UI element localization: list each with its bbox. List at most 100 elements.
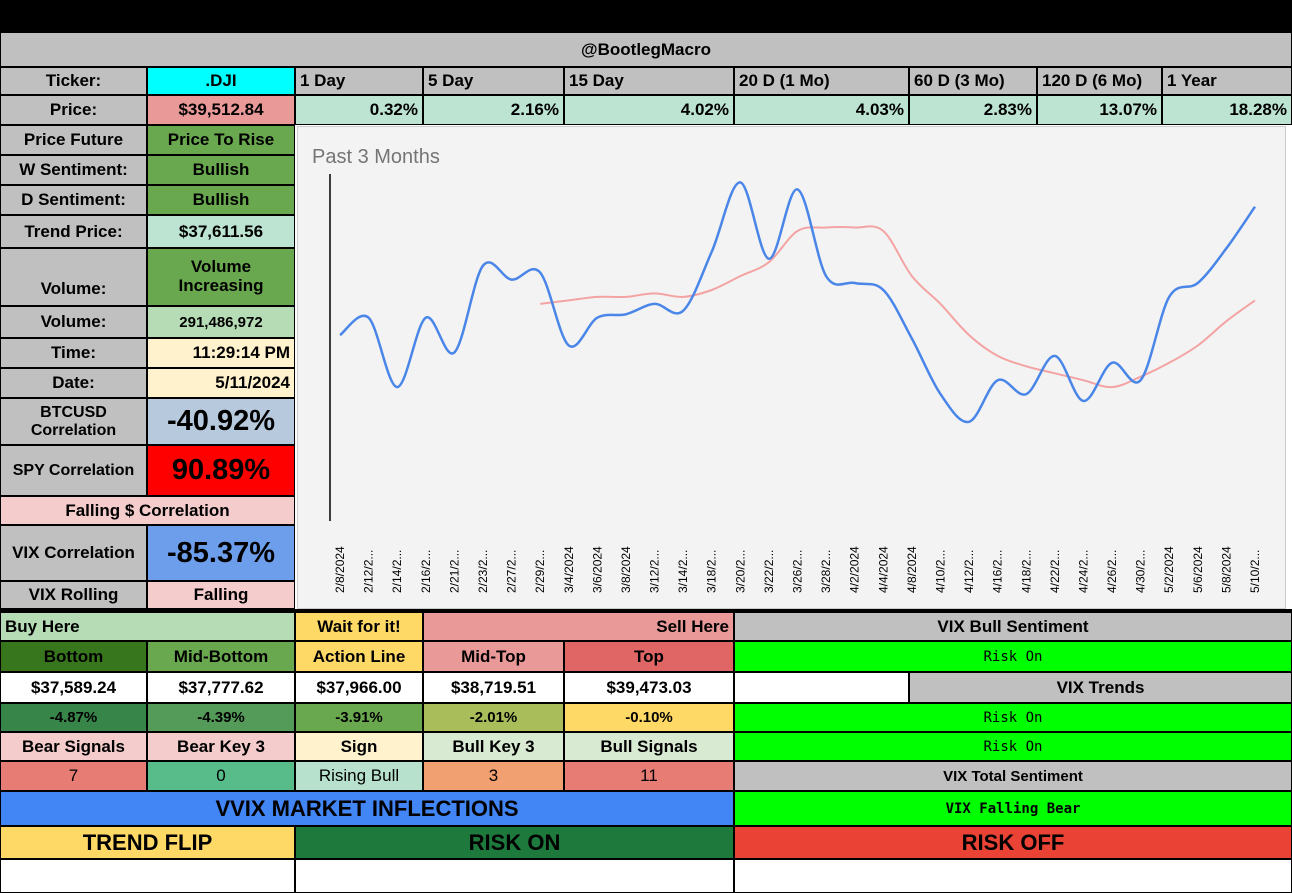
date-label: Date: [0,368,147,398]
level-price-mid-bottom: $37,777.62 [147,672,295,703]
signal-value-bull-key-3: 3 [423,761,564,791]
w-sentiment-label: W Sentiment: [0,155,147,185]
d-sentiment-label: D Sentiment: [0,185,147,215]
x-tick-label: 2/8/2024 [333,546,347,593]
x-tick-label: 4/22/2... [1048,550,1062,593]
vix-correlation-label: VIX Correlation [0,525,147,581]
level-header-mid-bottom: Mid-Bottom [147,641,295,672]
period-change-1d: 0.32% [295,95,423,125]
level-price-top: $39,473.03 [564,672,734,703]
trend-flip-cell [0,859,295,893]
x-tick-label: 3/18/2... [705,550,719,593]
x-tick-label: 2/29/2... [533,550,547,593]
x-tick-label: 3/12/2... [648,550,662,593]
level-header-action-line: Action Line [295,641,423,672]
period-label-20d: 20 D (1 Mo) [734,67,909,95]
volume-trend-value: Volume Increasing [147,248,295,306]
level-pct-mid-bottom: -4.39% [147,703,295,732]
vix-blank-cell [734,672,909,703]
period-label-120d: 120 D (6 Mo) [1037,67,1162,95]
x-tick-label: 2/27/2... [505,550,519,593]
signal-value-bull-signals: 11 [564,761,734,791]
level-pct-bottom: -4.87% [0,703,147,732]
level-header-top: Top [564,641,734,672]
date-value: 5/11/2024 [147,368,295,398]
level-price-mid-top: $38,719.51 [423,672,564,703]
x-tick-label: 5/6/2024 [1191,546,1205,593]
x-tick-label: 2/23/2... [476,550,490,593]
signal-header-bull-key-3: Bull Key 3 [423,732,564,761]
signal-header-bear-key-3: Bear Key 3 [147,732,295,761]
price-future-label: Price Future [0,125,147,155]
wait-label: Wait for it! [295,612,423,641]
x-tick-label: 2/16/2... [419,550,433,593]
d-sentiment-value: Bullish [147,185,295,215]
x-tick-label: 5/2/2024 [1162,546,1176,593]
x-tick-label: 3/8/2024 [619,546,633,593]
period-change-20d: 4.03% [734,95,909,125]
x-tick-label: 3/22/2... [762,550,776,593]
vix-bull-sentiment-label: VIX Bull Sentiment [734,612,1292,641]
level-pct-mid-top: -2.01% [423,703,564,732]
level-pct-action-line: -3.91% [295,703,423,732]
period-label-1y: 1 Year [1162,67,1292,95]
risk-off-label: RISK OFF [734,826,1292,859]
chart-title: Past 3 Months [312,146,440,168]
x-tick-label: 2/14/2... [390,550,404,593]
x-tick-label: 3/28/2... [819,550,833,593]
period-change-120d: 13.07% [1037,95,1162,125]
trend-price-label: Trend Price: [0,215,147,248]
volume-label: Volume: [0,306,147,338]
btc-correlation-value: -40.92% [147,398,295,445]
price-chart: Past 3 Months 2/8/2024 2/12/2... 2/14/2...… [297,126,1286,609]
vix-bull-sentiment-value: Risk On [734,641,1292,672]
x-tick-label: 2/21/2... [447,550,461,593]
price-label: Price: [0,95,147,125]
vix-total-sentiment-label: VIX Total Sentiment [734,761,1292,791]
x-tick-label: 4/18/2... [1019,550,1033,593]
top-black-bar [0,0,1292,30]
falling-correlation-banner: Falling $ Correlation [0,496,295,525]
x-tick-label: 3/4/2024 [562,546,576,593]
buy-here-label: Buy Here [0,612,295,641]
vix-trend-2: Risk On [734,732,1292,761]
trend-price-value: $37,611.56 [147,215,295,248]
risk-off-cell [734,859,1292,893]
trend-flip-label: TREND FLIP [0,826,295,859]
level-price-bottom: $37,589.24 [0,672,147,703]
vix-correlation-value: -85.37% [147,525,295,581]
x-tick-label: 4/24/2... [1076,550,1090,593]
period-label-60d: 60 D (3 Mo) [909,67,1037,95]
moving-average-line [540,225,1256,389]
x-tick-label: 4/12/2... [962,550,976,593]
signal-header-bear-signals: Bear Signals [0,732,147,761]
ticker-label: Ticker: [0,67,147,95]
header-handle: @BootlegMacro [0,32,1292,67]
w-sentiment-value: Bullish [147,155,295,185]
risk-on-cell [295,859,734,893]
ticker-value: .DJI [147,67,295,95]
volume-value: 291,486,972 [147,306,295,338]
x-tick-label: 4/30/2... [1134,550,1148,593]
vix-rolling-label: VIX Rolling [0,581,147,609]
period-change-5d: 2.16% [423,95,564,125]
x-tick-label: 3/26/2... [791,550,805,593]
period-change-60d: 2.83% [909,95,1037,125]
x-tick-label: 3/6/2024 [590,546,604,593]
level-header-bottom: Bottom [0,641,147,672]
x-tick-label: 5/10/2... [1248,550,1262,593]
vix-total-sentiment-value: VIX Falling Bear [734,791,1292,826]
price-value: $39,512.84 [147,95,295,125]
signal-value-bear-signals: 7 [0,761,147,791]
x-tick-label: 3/14/2... [676,550,690,593]
x-tick-label: 4/4/2024 [876,546,890,593]
level-header-mid-top: Mid-Top [423,641,564,672]
x-tick-label: 4/2/2024 [848,546,862,593]
x-tick-label: 4/26/2... [1105,550,1119,593]
period-label-1d: 1 Day [295,67,423,95]
x-axis-ticks: 2/8/2024 2/12/2... 2/14/2... 2/16/2... 2/21/… [333,546,1262,593]
period-label-5d: 5 Day [423,67,564,95]
risk-on-label: RISK ON [295,826,734,859]
price-chart-svg: Past 3 Months 2/8/2024 2/12/2... 2/14/2...… [312,146,1262,593]
signal-header-sign: Sign [295,732,423,761]
